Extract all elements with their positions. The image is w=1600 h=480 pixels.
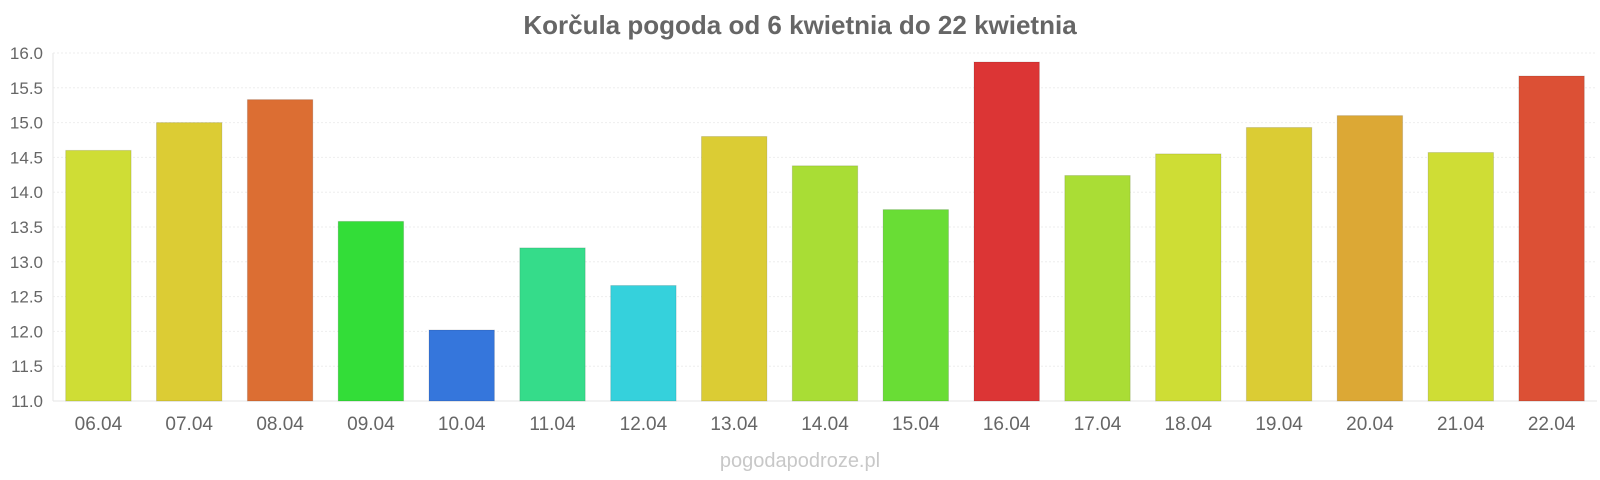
y-tick-label: 12.0	[10, 322, 43, 341]
y-tick-labels: 11.0 11.5 12.0 12.5 13.0 13.5 14.0 14.5 15.0 15.5…	[10, 44, 43, 411]
x-tick-label: 21.04	[1437, 414, 1485, 435]
x-tick-label: 13.04	[710, 414, 758, 435]
x-tick-label: 07.04	[165, 414, 213, 435]
bar-08.04	[246, 99, 314, 402]
bar-06.04	[65, 149, 132, 402]
x-tick-label: 15.04	[892, 414, 940, 435]
bar-12.04	[610, 285, 677, 402]
x-tick-label: 11.04	[529, 414, 576, 435]
bar-11.04	[519, 247, 586, 402]
x-tick-label: 12.04	[620, 414, 668, 435]
x-tick-label: 17.04	[1074, 414, 1122, 435]
x-tick-label: 22.04	[1528, 414, 1576, 435]
y-tick-label: 11.0	[11, 392, 43, 411]
bar-22.04	[1518, 75, 1585, 402]
y-tick-label: 13.5	[10, 218, 43, 237]
bar-17.04	[1064, 175, 1131, 402]
bar-20.04	[1336, 115, 1404, 402]
bar-10.04	[428, 329, 495, 402]
x-tick-label: 19.04	[1255, 414, 1303, 435]
bar-14.04	[791, 165, 859, 402]
bar-19.04	[1245, 127, 1313, 402]
y-tick-label: 11.5	[11, 357, 43, 376]
x-tick-label: 06.04	[75, 414, 123, 435]
x-tick-labels: 06.04 07.04 08.04 09.04 10.04 11.04 12.04 13.04…	[75, 414, 1576, 435]
x-tick-label: 10.04	[438, 414, 486, 435]
x-tick-label: 08.04	[256, 414, 304, 435]
bar-16.04	[973, 61, 1040, 402]
x-tick-label: 20.04	[1346, 414, 1394, 435]
bar-21.04	[1427, 152, 1494, 402]
y-tick-label: 15.0	[10, 114, 43, 133]
bar-15.04	[882, 209, 949, 402]
chart-title: Korčula pogoda od 6 kwietnia do 22 kwiet…	[523, 10, 1077, 40]
y-tick-label: 16.0	[10, 44, 43, 63]
y-tick-label: 13.0	[10, 253, 43, 272]
y-tick-label: 12.5	[10, 288, 43, 307]
x-tick-label: 18.04	[1165, 414, 1213, 435]
bar-09.04	[337, 220, 405, 402]
watermark: pogodapodroze.pl	[719, 450, 881, 472]
y-tick-label: 14.5	[10, 148, 43, 167]
bars	[65, 61, 1585, 402]
x-tick-label: 09.04	[347, 414, 395, 435]
bar-13.04	[701, 136, 768, 402]
x-tick-label: 16.04	[983, 414, 1031, 435]
y-tick-label: 14.0	[10, 183, 43, 202]
y-tick-label: 15.5	[10, 79, 43, 98]
bar-18.04	[1155, 153, 1222, 402]
x-tick-label: 14.04	[801, 414, 849, 435]
bar-07.04	[156, 122, 223, 402]
